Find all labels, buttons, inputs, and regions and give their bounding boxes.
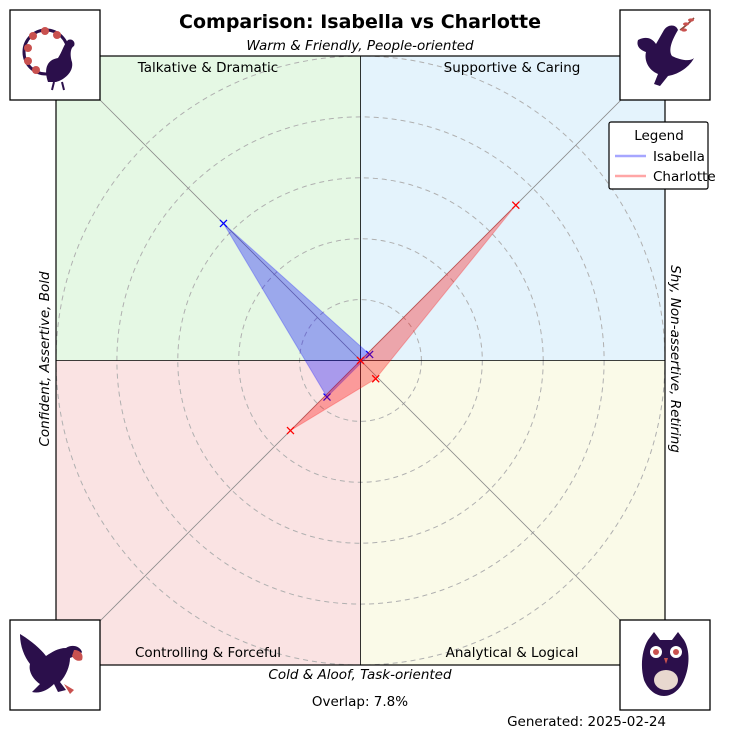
data-point-isabella-1 [219,219,228,228]
plot-area: Talkative & Dramatic Supportive & Caring… [55,55,666,666]
plot-frame [55,55,666,666]
overlap-annotation: Overlap: 7.8% [312,694,408,710]
axis-label-bottom: Cold & Aloof, Task-oriented [268,667,452,683]
data-point-charlotte-2 [371,374,380,383]
data-point-charlotte-3 [286,426,295,435]
legend-label-isabella: Isabella [653,149,705,165]
peacock-icon [9,9,101,101]
quadrant-label-bottom-left: Controlling & Forceful [135,645,281,661]
generated-annotation: Generated: 2025-02-24 [507,714,666,730]
legend: Legend Isabella Charlotte [608,121,716,190]
legend-label-charlotte: Charlotte [653,169,716,185]
owl-icon [619,619,711,711]
dove-icon [619,9,711,101]
chart-title: Comparison: Isabella vs Charlotte [179,11,541,33]
series-layer [219,201,520,435]
quadrant-label-top-left: Talkative & Dramatic [137,60,278,76]
data-point-isabella-3 [323,393,331,401]
data-point-charlotte-4 [356,356,365,365]
data-point-charlotte-1 [511,201,520,210]
series-area-isabella [223,223,371,398]
axis-label-right: Shy, Non-assertive, Retiring [667,265,683,453]
quadrant-label-bottom-right: Analytical & Logical [446,645,579,661]
axis-label-left: Confident, Assertive, Bold [37,271,53,447]
quadrant-label-top-right: Supportive & Caring [444,60,581,76]
eagle-icon [9,619,101,711]
legend-title: Legend [634,128,684,144]
data-point-isabella-2 [365,350,374,359]
axis-label-top: Warm & Friendly, People-oriented [246,38,474,54]
